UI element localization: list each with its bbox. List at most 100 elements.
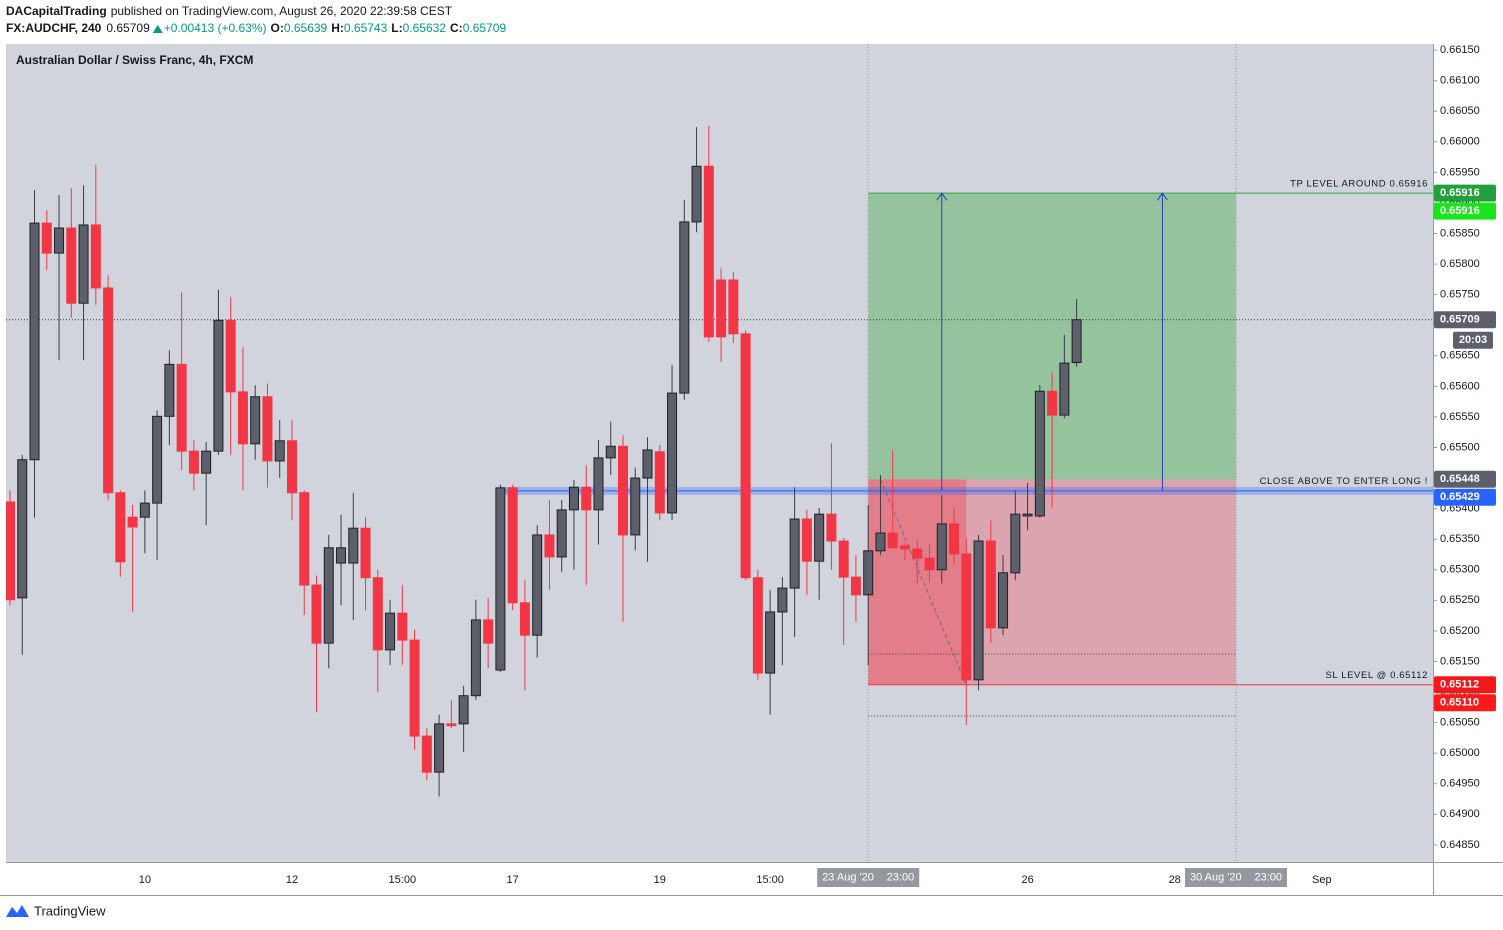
- plot-area: [6, 44, 1433, 862]
- candle-body: [336, 547, 347, 564]
- y-tick-label: 0.66000: [1440, 136, 1480, 148]
- candle-body: [152, 415, 163, 504]
- candle-body: [495, 487, 506, 671]
- y-tick-label: 0.65950: [1440, 166, 1480, 178]
- candle-body: [703, 165, 714, 338]
- candle-body: [470, 619, 481, 697]
- y-tick-label: 0.66050: [1440, 105, 1480, 117]
- ohlc-key: H:: [331, 21, 344, 35]
- countdown-label: 20:03: [1459, 334, 1487, 346]
- candle-body: [752, 577, 763, 674]
- y-tick-label: 0.65250: [1440, 594, 1480, 606]
- candle-body: [213, 319, 224, 452]
- candle-body: [789, 518, 800, 589]
- candle-body: [434, 723, 445, 773]
- candle-body: [728, 279, 739, 335]
- plot-layer: [6, 44, 1433, 862]
- price-tag-label: 0.65110: [1440, 697, 1479, 709]
- logo-shape: [6, 905, 29, 917]
- y-tick-label: 0.65150: [1440, 655, 1480, 667]
- ohlc-value: 0.65743: [344, 21, 388, 35]
- candle-body: [961, 553, 972, 681]
- candle-body: [826, 513, 837, 542]
- candle-body: [593, 457, 604, 511]
- candle-body: [716, 279, 727, 338]
- change: +0.00413 (+0.63%): [164, 21, 267, 35]
- candle-body: [103, 287, 114, 494]
- candle-body: [1047, 390, 1058, 416]
- x-tick-label: 19: [654, 874, 666, 886]
- ohlc-key: C:: [450, 21, 463, 35]
- symbol: FX:AUDCHF, 240: [6, 21, 102, 35]
- y-tick-label: 0.65800: [1440, 258, 1480, 270]
- y-tick-label: 0.65200: [1440, 625, 1480, 637]
- candle-body: [912, 548, 923, 559]
- brand-logo: [6, 905, 29, 917]
- candle-body: [679, 221, 690, 394]
- candle-body: [446, 723, 457, 727]
- candle-body: [360, 527, 371, 579]
- date-label: 30 Aug '20: [1190, 871, 1242, 883]
- candle-body: [164, 363, 175, 417]
- candle-body: [814, 513, 825, 562]
- candle-body: [998, 572, 1009, 629]
- candle-body: [1022, 513, 1033, 517]
- time-label: 23:00: [887, 871, 915, 883]
- ohlc-value: 0.65639: [284, 21, 328, 35]
- candle-body: [850, 576, 861, 596]
- candle-body: [507, 487, 518, 604]
- candle-body: [899, 545, 910, 550]
- candle-body: [949, 523, 960, 555]
- change-arrow: [152, 25, 163, 33]
- x-tick-label: 15:00: [756, 874, 784, 886]
- candle-body: [618, 445, 628, 536]
- y-tick-label: 0.66100: [1440, 75, 1480, 87]
- x-tick-label: 10: [139, 874, 151, 886]
- y-tick-label: 0.65300: [1440, 564, 1480, 576]
- candle-body: [348, 527, 359, 564]
- author: DACapitalTrading: [6, 4, 107, 18]
- chart-title: Australian Dollar / Swiss Franc, 4h, FXC…: [16, 53, 253, 67]
- candle-body: [458, 695, 469, 725]
- candle-body: [385, 612, 396, 651]
- ohlc-value: 0.65632: [403, 21, 447, 35]
- price-tag-label: 0.65429: [1440, 491, 1480, 503]
- tp-label: TP LEVEL AROUND 0.65916: [1290, 179, 1428, 190]
- countdown-tag: [1453, 331, 1493, 349]
- y-tick-label: 0.65050: [1440, 717, 1480, 729]
- candle-body: [225, 319, 236, 393]
- candle-body: [286, 440, 297, 494]
- price-tag: [1434, 694, 1496, 712]
- candle-body: [115, 492, 126, 563]
- candle-body: [139, 502, 150, 518]
- x-tick-label: 28: [1169, 874, 1181, 886]
- y-tick-label: 0.65500: [1440, 441, 1480, 453]
- arrow-head: [1157, 192, 1168, 201]
- price-tag-label: 0.65709: [1440, 314, 1480, 326]
- candle-body: [90, 224, 101, 289]
- price-tag: [1434, 311, 1496, 329]
- price-tag: [1434, 202, 1496, 220]
- candle-body: [397, 612, 408, 641]
- candle-body: [801, 518, 812, 562]
- price-tag-label: 0.65916: [1440, 205, 1480, 217]
- candle-body: [54, 227, 65, 254]
- ohlc-key: L:: [391, 21, 402, 35]
- header-line-1: DACapitalTrading published on TradingView…: [6, 4, 453, 18]
- candle-body: [311, 584, 322, 644]
- ohlc-value: 0.65709: [463, 21, 507, 35]
- candle-body: [29, 222, 40, 461]
- y-tick-label: 0.66150: [1440, 44, 1480, 56]
- candle-body: [78, 224, 89, 304]
- candle-body: [519, 602, 530, 636]
- candle-body: [544, 534, 555, 558]
- candle-body: [483, 619, 494, 644]
- candle-body: [201, 450, 212, 474]
- candle-body: [838, 540, 849, 578]
- candle-body: [274, 440, 285, 462]
- candle-body: [556, 509, 567, 558]
- last: 0.65709: [106, 21, 150, 35]
- y-tick-label: 0.64900: [1440, 808, 1480, 820]
- time-label: 23:00: [1254, 871, 1282, 883]
- candle-body: [605, 445, 616, 459]
